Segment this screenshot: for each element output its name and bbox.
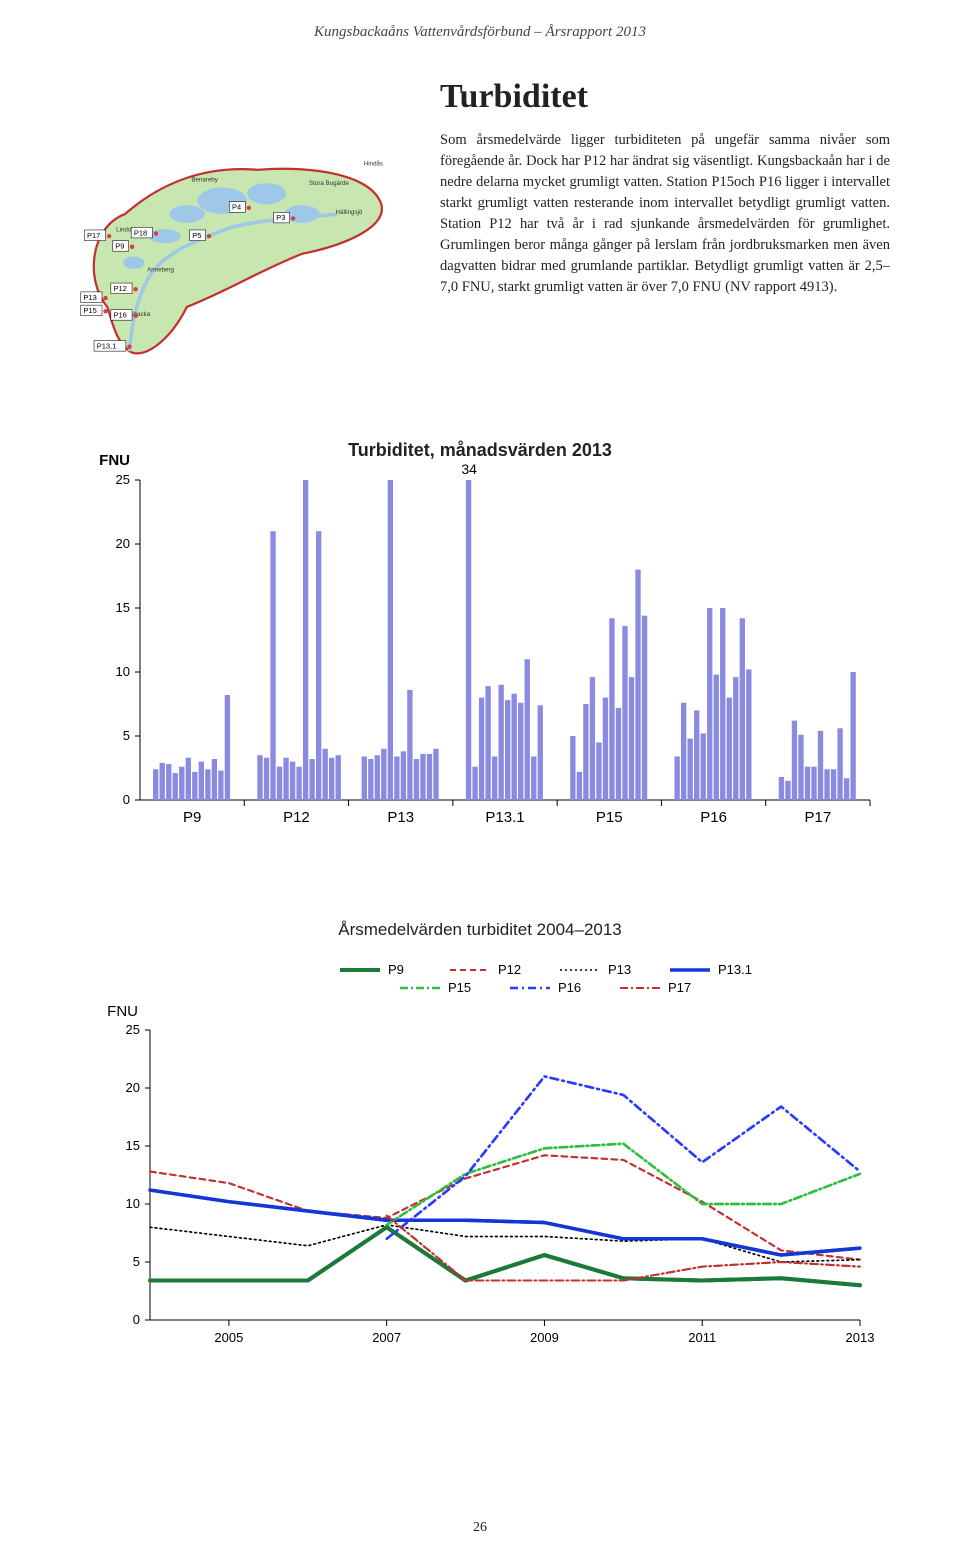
page-title: Turbiditet xyxy=(440,78,588,116)
svg-text:0: 0 xyxy=(123,792,130,807)
chart2-title: Årsmedelvärden turbiditet 2004–2013 xyxy=(0,920,960,940)
svg-text:P15: P15 xyxy=(448,980,471,995)
svg-text:FNU: FNU xyxy=(107,1003,138,1020)
svg-text:Hindås: Hindås xyxy=(364,160,383,167)
svg-text:P15: P15 xyxy=(596,809,623,826)
svg-text:P9: P9 xyxy=(183,809,201,826)
svg-text:P16: P16 xyxy=(700,809,727,826)
svg-text:P9: P9 xyxy=(115,242,124,251)
svg-text:2005: 2005 xyxy=(214,1330,243,1345)
svg-text:P13,1: P13,1 xyxy=(97,342,117,351)
svg-text:20: 20 xyxy=(116,536,130,551)
svg-text:P9: P9 xyxy=(388,962,404,977)
svg-text:Stora Bugärde: Stora Bugärde xyxy=(309,180,349,187)
svg-text:25: 25 xyxy=(126,1022,140,1037)
svg-text:2011: 2011 xyxy=(688,1330,716,1345)
svg-text:P12: P12 xyxy=(283,809,310,826)
svg-text:P15: P15 xyxy=(83,306,96,315)
svg-text:2007: 2007 xyxy=(372,1330,401,1345)
svg-text:P17: P17 xyxy=(668,980,691,995)
page-header: Kungsbackaåns Vattenvårdsförbund – Årsra… xyxy=(0,24,960,41)
svg-text:P13: P13 xyxy=(83,293,96,302)
svg-text:Anneberg: Anneberg xyxy=(147,267,174,274)
line-chart: FNU P9 P12 P13 P13.1 P15 P16 P17 0 5 10 15 20 25 2005 2… xyxy=(80,940,880,1360)
svg-text:P13: P13 xyxy=(608,962,631,977)
svg-text:P13.1: P13.1 xyxy=(485,809,524,826)
body-paragraph: Som årsmedelvärde ligger turbiditeten på… xyxy=(440,130,890,298)
svg-text:P3: P3 xyxy=(276,213,285,222)
svg-text:P18: P18 xyxy=(134,228,147,237)
svg-text:34: 34 xyxy=(461,461,477,477)
svg-text:5: 5 xyxy=(133,1254,140,1269)
svg-text:P13: P13 xyxy=(387,809,414,826)
svg-text:15: 15 xyxy=(116,600,130,615)
svg-text:P4: P4 xyxy=(232,203,241,212)
svg-text:15: 15 xyxy=(126,1138,140,1153)
svg-text:P16: P16 xyxy=(114,311,127,320)
svg-text:P13.1: P13.1 xyxy=(718,962,752,977)
svg-text:P12: P12 xyxy=(114,284,127,293)
svg-text:P12: P12 xyxy=(498,962,521,977)
svg-text:Hällingsjö: Hällingsjö xyxy=(336,209,363,216)
svg-text:5: 5 xyxy=(123,728,130,743)
svg-text:2013: 2013 xyxy=(846,1330,875,1345)
svg-text:25: 25 xyxy=(116,472,130,487)
svg-text:2009: 2009 xyxy=(530,1330,559,1345)
svg-text:10: 10 xyxy=(126,1196,140,1211)
svg-text:Benareby: Benareby xyxy=(191,176,218,183)
svg-text:P16: P16 xyxy=(558,980,581,995)
svg-text:10: 10 xyxy=(116,664,130,679)
map-figure: BenarebyLindomeAnnebergKungsbackaStora B… xyxy=(60,130,420,360)
svg-text:FNU: FNU xyxy=(99,452,130,469)
svg-text:P5: P5 xyxy=(192,231,201,240)
svg-text:P17: P17 xyxy=(87,231,100,240)
svg-text:0: 0 xyxy=(133,1312,140,1327)
svg-text:20: 20 xyxy=(126,1080,140,1095)
page-number: 26 xyxy=(0,1520,960,1536)
svg-text:P17: P17 xyxy=(805,809,832,826)
bar-chart: FNU 0 5 10 15 20 25 P9 P12 P13 P13.1 P15 P16 P17 34 xyxy=(80,440,880,840)
